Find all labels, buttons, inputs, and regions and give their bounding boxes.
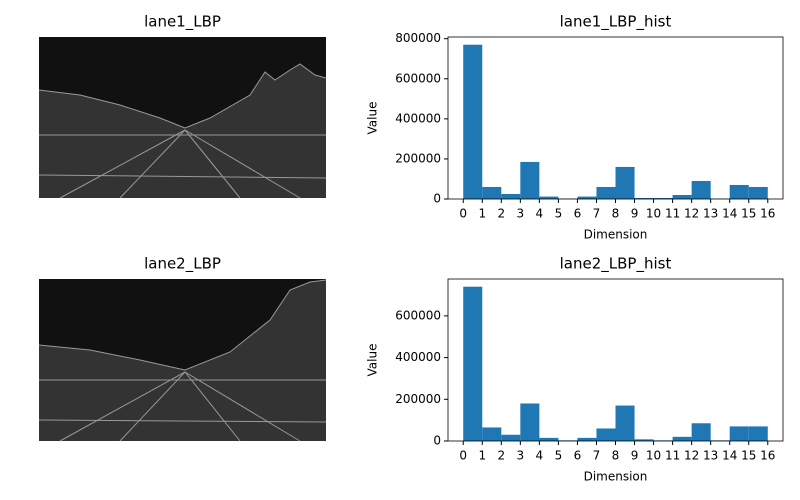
bar <box>596 428 616 441</box>
x-tick-label: 12 <box>684 207 699 221</box>
bar <box>634 197 654 199</box>
x-tick-label: 2 <box>497 449 505 463</box>
bar <box>596 186 616 199</box>
x-tick-label: 9 <box>631 207 639 221</box>
bar <box>501 434 521 441</box>
y-axis-label: Value <box>366 102 380 135</box>
x-tick-label: 6 <box>574 207 582 221</box>
x-tick-label: 8 <box>612 449 620 463</box>
x-tick-label: 2 <box>497 207 505 221</box>
chart-title: lane1_LBP_hist <box>560 13 672 32</box>
bar <box>748 186 768 199</box>
x-axis-label: Dimension <box>584 470 648 484</box>
bar <box>577 196 597 199</box>
x-tick-label: 16 <box>760 207 775 221</box>
x-tick-label: 1 <box>478 449 486 463</box>
bar <box>691 423 711 441</box>
y-tick-label: 0 <box>433 434 441 448</box>
x-tick-label: 14 <box>722 207 737 221</box>
bar <box>482 186 502 199</box>
bar <box>520 403 540 441</box>
bar <box>463 286 483 441</box>
bar <box>463 44 483 199</box>
x-tick-label: 5 <box>555 449 563 463</box>
x-tick-label: 12 <box>684 449 699 463</box>
y-tick-label: 800000 <box>395 31 441 45</box>
x-tick-label: 8 <box>612 207 620 221</box>
x-tick-label: 13 <box>703 207 718 221</box>
x-tick-label: 10 <box>646 449 661 463</box>
bar <box>482 427 502 441</box>
y-tick-label: 400000 <box>395 111 441 125</box>
x-tick-label: 11 <box>665 207 680 221</box>
bar <box>691 180 711 199</box>
bar <box>615 405 635 441</box>
x-axis-label: Dimension <box>584 228 648 242</box>
x-tick-label: 15 <box>741 449 756 463</box>
bar <box>501 193 521 199</box>
bar <box>729 426 749 441</box>
x-tick-label: 3 <box>517 207 525 221</box>
y-tick-label: 0 <box>433 192 441 206</box>
y-axis-label: Value <box>366 344 380 377</box>
x-tick-label: 5 <box>555 207 563 221</box>
bar <box>748 426 768 441</box>
bar <box>577 437 597 441</box>
x-tick-label: 15 <box>741 207 756 221</box>
y-tick-label: 600000 <box>395 308 441 322</box>
x-tick-label: 7 <box>593 207 601 221</box>
bar <box>615 166 635 199</box>
bar <box>634 439 654 441</box>
chart-title: lane2_LBP_hist <box>560 255 672 274</box>
bar <box>539 196 559 199</box>
y-tick-label: 400000 <box>395 350 441 364</box>
x-tick-label: 7 <box>593 449 601 463</box>
x-tick-label: 16 <box>760 449 775 463</box>
bar <box>653 197 673 199</box>
bar <box>729 184 749 199</box>
x-tick-label: 10 <box>646 207 661 221</box>
lbp-image-2 <box>38 279 327 442</box>
chart-title: lane1_LBP <box>144 13 221 32</box>
lbp-image-1 <box>38 37 327 199</box>
x-tick-label: 0 <box>459 207 467 221</box>
x-tick-label: 4 <box>536 449 544 463</box>
bar <box>672 194 692 199</box>
y-tick-label: 600000 <box>395 71 441 85</box>
chart-title: lane2_LBP <box>144 255 221 274</box>
x-tick-label: 14 <box>722 449 737 463</box>
x-tick-label: 11 <box>665 449 680 463</box>
x-tick-label: 13 <box>703 449 718 463</box>
bar <box>672 436 692 441</box>
x-tick-label: 4 <box>536 207 544 221</box>
y-tick-label: 200000 <box>395 151 441 165</box>
bar <box>539 437 559 441</box>
x-tick-label: 0 <box>459 449 467 463</box>
bar <box>520 161 540 199</box>
x-tick-label: 9 <box>631 449 639 463</box>
y-tick-label: 200000 <box>395 392 441 406</box>
x-tick-label: 1 <box>478 207 486 221</box>
x-tick-label: 3 <box>517 449 525 463</box>
x-tick-label: 6 <box>574 449 582 463</box>
